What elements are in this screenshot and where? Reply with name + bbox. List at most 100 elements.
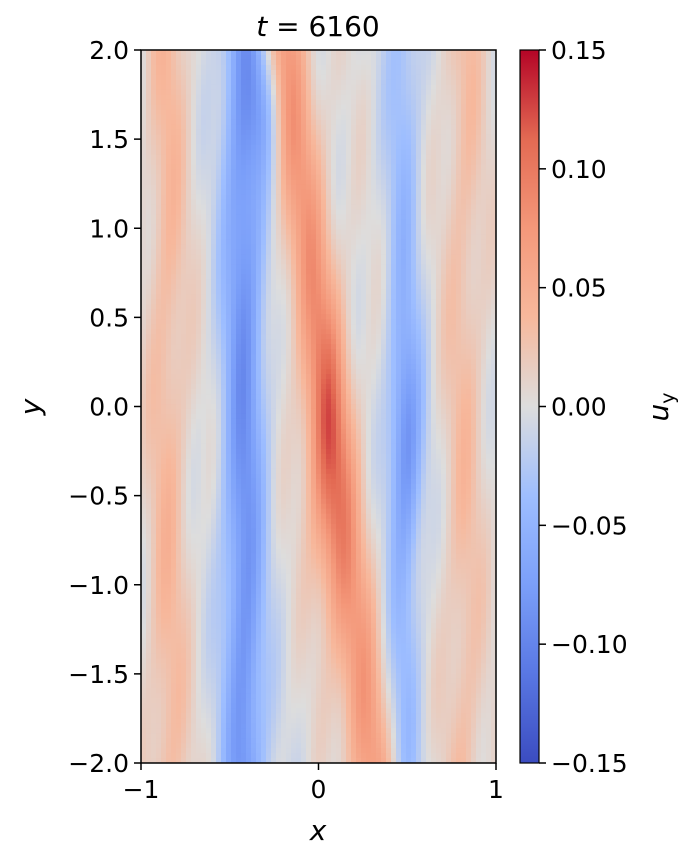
heatmap-cell <box>161 608 167 615</box>
heatmap-cell <box>251 284 257 290</box>
heatmap-cell <box>291 468 297 475</box>
heatmap-cell <box>166 89 172 96</box>
heatmap-cell <box>196 379 202 385</box>
heatmap-cell <box>231 204 237 211</box>
heatmap-cell <box>241 588 247 595</box>
heatmap-cell <box>221 623 227 629</box>
heatmap-cell <box>256 144 262 151</box>
heatmap-cell <box>201 473 207 480</box>
heatmap-cell <box>211 184 217 191</box>
heatmap-cell <box>181 718 187 724</box>
heatmap-cell <box>211 573 217 580</box>
heatmap-cell <box>306 64 312 71</box>
heatmap-cell <box>156 214 162 221</box>
heatmap-cell <box>156 608 162 615</box>
heatmap-cell <box>211 154 217 161</box>
heatmap-cell <box>211 284 217 290</box>
heatmap-cell <box>191 349 197 355</box>
heatmap-cell <box>201 89 207 96</box>
heatmap-cell <box>266 468 272 475</box>
heatmap-cell <box>176 194 182 201</box>
heatmap-cell <box>306 658 312 664</box>
heatmap-cell <box>271 653 277 659</box>
heatmap-cell <box>246 498 252 505</box>
heatmap-cell <box>271 384 277 390</box>
heatmap-cell <box>141 124 147 131</box>
heatmap-cell <box>286 124 292 131</box>
heatmap-cell <box>166 608 172 615</box>
heatmap-cell <box>286 104 292 111</box>
heatmap-cell <box>201 50 207 56</box>
heatmap-cell <box>231 458 237 465</box>
heatmap-cell <box>206 159 212 166</box>
heatmap-cell <box>256 374 262 380</box>
heatmap-cell <box>236 259 242 265</box>
heatmap-cell <box>161 538 167 545</box>
heatmap-cell <box>181 688 187 694</box>
heatmap-cell <box>306 189 312 196</box>
heatmap-cell <box>161 663 167 669</box>
heatmap-cell <box>156 588 162 595</box>
heatmap-cell <box>306 503 312 510</box>
heatmap-cell <box>171 84 177 91</box>
heatmap-cell <box>276 633 282 639</box>
heatmap-cell <box>186 359 192 365</box>
heatmap-cell <box>231 114 237 121</box>
heatmap-cell <box>311 493 317 500</box>
heatmap-cell <box>276 149 282 156</box>
heatmap-cell <box>156 698 162 704</box>
heatmap-cell <box>166 189 172 196</box>
heatmap-cell <box>266 603 272 610</box>
heatmap-cell <box>236 144 242 151</box>
heatmap-cell <box>251 159 257 166</box>
heatmap-cell <box>161 628 167 634</box>
heatmap-cell <box>226 64 232 71</box>
heatmap-cell <box>176 413 182 420</box>
heatmap-cell <box>221 374 227 380</box>
heatmap-cell <box>191 404 197 410</box>
heatmap-cell <box>201 738 207 744</box>
heatmap-cell <box>156 643 162 649</box>
heatmap-cell <box>156 239 162 246</box>
heatmap-cell <box>236 458 242 465</box>
heatmap-cell <box>201 758 207 763</box>
heatmap-cell <box>176 618 182 624</box>
heatmap-cell <box>266 294 272 300</box>
heatmap-cell <box>311 224 317 231</box>
heatmap-cell <box>251 259 257 265</box>
heatmap-cell <box>146 124 152 131</box>
heatmap-cell <box>296 99 302 106</box>
heatmap-cell <box>211 329 217 335</box>
heatmap-cell <box>266 54 272 61</box>
heatmap-cell <box>231 563 237 570</box>
heatmap-cell <box>261 164 267 171</box>
heatmap-cell <box>181 678 187 684</box>
heatmap-cell <box>186 229 192 236</box>
heatmap-cell <box>221 364 227 370</box>
heatmap-cell <box>171 533 177 540</box>
heatmap-cell <box>141 748 147 754</box>
heatmap-cell <box>291 184 297 191</box>
heatmap-cell <box>311 563 317 570</box>
heatmap-cell <box>236 284 242 290</box>
heatmap-cell <box>211 473 217 480</box>
heatmap-cell <box>191 399 197 405</box>
heatmap-cell <box>271 728 277 734</box>
heatmap-cell <box>276 89 282 96</box>
heatmap-cell <box>281 134 287 141</box>
heatmap-cell <box>261 668 267 674</box>
heatmap-cell <box>266 339 272 345</box>
heatmap-cell <box>216 663 222 669</box>
heatmap-cell <box>281 488 287 495</box>
heatmap-cell <box>306 284 312 290</box>
heatmap-cell <box>276 204 282 211</box>
heatmap-cell <box>156 209 162 216</box>
heatmap-cell <box>226 648 232 654</box>
heatmap-cell <box>251 59 257 66</box>
heatmap-cell <box>161 314 167 320</box>
heatmap-cell <box>311 478 317 485</box>
heatmap-cell <box>261 723 267 729</box>
heatmap-cell <box>291 319 297 325</box>
heatmap-cell <box>231 643 237 649</box>
heatmap-cell <box>276 289 282 295</box>
